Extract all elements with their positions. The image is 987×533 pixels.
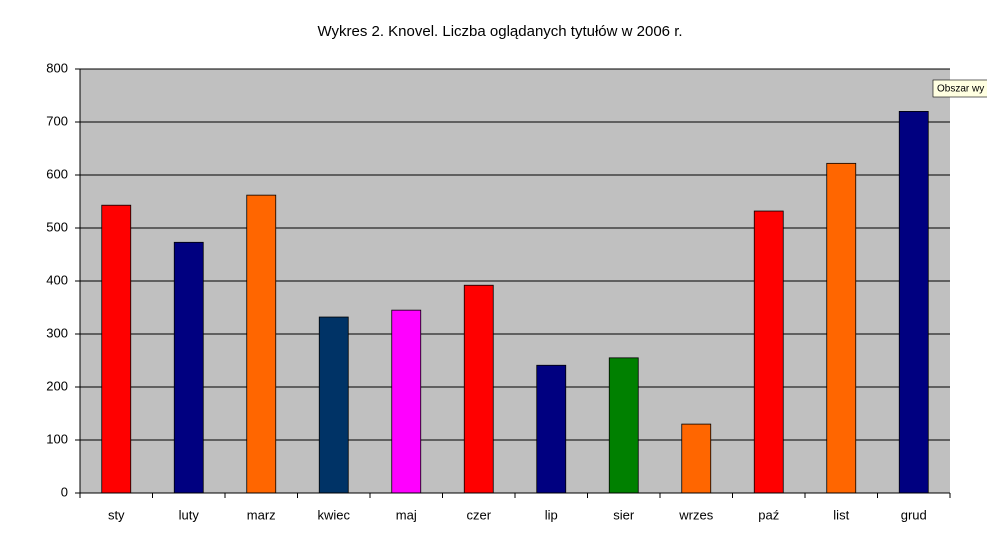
bar — [826, 162, 857, 494]
bar — [536, 364, 567, 494]
bar — [681, 423, 712, 494]
bar — [318, 316, 349, 494]
bar — [753, 210, 784, 494]
bar — [246, 194, 277, 494]
bar — [463, 284, 494, 494]
x-tick-label: paź — [758, 507, 779, 522]
bar — [101, 204, 132, 494]
y-tick-label: 200 — [46, 378, 68, 393]
x-tick-label: lip — [545, 507, 558, 522]
x-tick-label: wrzes — [678, 507, 713, 522]
bar — [608, 357, 639, 494]
y-tick-label: 600 — [46, 166, 68, 181]
y-tick-label: 100 — [46, 431, 68, 446]
x-tick-label: czer — [466, 507, 491, 522]
bar — [391, 309, 422, 494]
y-tick-label: 500 — [46, 219, 68, 234]
bar — [898, 111, 929, 494]
x-tick-label: sier — [613, 507, 635, 522]
y-tick-label: 400 — [46, 272, 68, 287]
x-tick-label: marz — [247, 507, 276, 522]
x-tick-label: sty — [108, 507, 125, 522]
x-tick-label: luty — [179, 507, 200, 522]
x-tick-label: list — [833, 507, 849, 522]
x-tick-label: grud — [901, 507, 927, 522]
y-tick-label: 800 — [46, 60, 68, 75]
chart-title: Wykres 2. Knovel. Liczba oglądanych tytu… — [317, 23, 682, 40]
bar — [173, 241, 204, 494]
y-tick-label: 700 — [46, 113, 68, 128]
y-tick-label: 300 — [46, 325, 68, 340]
x-tick-label: kwiec — [317, 507, 350, 522]
x-tick-label: maj — [396, 507, 417, 522]
y-tick-label: 0 — [61, 484, 68, 499]
tooltip-box — [932, 79, 987, 98]
tooltip-text: Obszar wy — [937, 84, 984, 95]
